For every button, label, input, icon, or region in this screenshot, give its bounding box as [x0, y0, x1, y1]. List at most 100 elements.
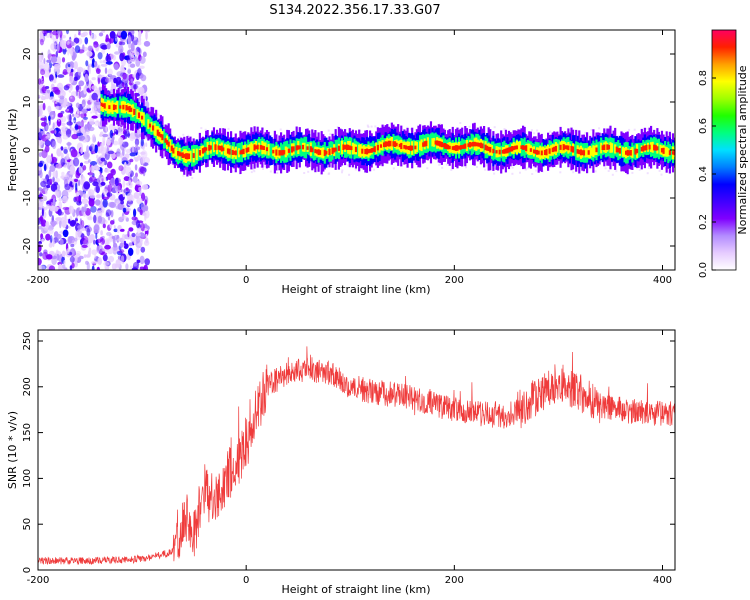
faint-speckle — [526, 167, 529, 170]
ridge-cell — [211, 138, 214, 156]
ridge-cell — [668, 150, 671, 156]
noise-speckle — [95, 166, 101, 171]
faint-speckle — [262, 168, 264, 170]
noise-speckle — [118, 137, 124, 145]
noise-speckle — [121, 215, 128, 220]
noise-speckle — [100, 252, 108, 256]
ridge-cell — [503, 149, 506, 154]
noise-speckle — [118, 45, 124, 54]
noise-speckle — [38, 132, 42, 141]
ridge-cell — [159, 133, 162, 138]
noise-speckle — [125, 148, 133, 154]
ridge-cell — [194, 144, 197, 166]
faint-speckle — [90, 100, 93, 103]
ridge-cell — [201, 148, 205, 154]
noise-speckle — [84, 123, 91, 132]
noise-speckle — [129, 265, 133, 269]
noise-speckle — [104, 67, 108, 74]
ridge-cell — [453, 145, 456, 151]
ridge-cell — [568, 144, 571, 153]
ridge-cell — [486, 145, 489, 151]
ridge-cell — [314, 149, 317, 154]
noise-speckle — [43, 163, 47, 172]
ridge-cell — [184, 153, 187, 159]
snr-plot-area — [38, 330, 675, 570]
ridge-cell — [112, 104, 116, 111]
faint-speckle — [348, 173, 351, 176]
ridge-cell — [534, 149, 537, 154]
ridge-cell — [289, 139, 292, 161]
ridge-cell — [137, 112, 141, 119]
noise-speckle — [83, 181, 91, 190]
ridge-cell — [364, 149, 367, 155]
faint-speckle — [96, 114, 99, 116]
noise-speckle — [63, 259, 66, 266]
faint-speckle — [97, 115, 100, 118]
ridge-cell — [394, 141, 397, 147]
faint-speckle — [252, 168, 255, 171]
noise-speckle — [84, 73, 89, 83]
noise-speckle — [96, 154, 99, 159]
ridge-cell — [436, 140, 439, 146]
noise-speckle — [135, 219, 141, 229]
x-tick-label: -200 — [27, 575, 50, 586]
faint-speckle — [187, 134, 190, 137]
ridge-cell — [139, 111, 142, 122]
colorbar-tick-label: 0.4 — [698, 166, 709, 182]
noise-speckle — [119, 52, 125, 62]
noise-speckle — [140, 74, 147, 82]
spectrogram-axes: -200 0 200 400 -20 -10 0 10 20 — [22, 30, 675, 286]
noise-speckle — [144, 258, 150, 266]
ridge-cell — [348, 145, 351, 150]
noise-speckle — [48, 242, 53, 248]
noise-speckle — [120, 64, 125, 74]
noise-speckle — [57, 74, 65, 78]
x-tick-label: 0 — [243, 275, 249, 286]
noise-speckle — [82, 193, 88, 199]
ridge-cell — [242, 148, 245, 155]
ridge-cell — [331, 147, 334, 154]
noise-speckle — [38, 201, 44, 208]
ridge-cell — [467, 143, 470, 147]
noise-speckle — [122, 207, 127, 213]
ridge-cell — [671, 151, 675, 155]
faint-speckle — [370, 125, 373, 128]
ridge-cell — [539, 146, 542, 160]
ridge-cell — [208, 144, 211, 151]
faint-speckle — [493, 167, 496, 170]
faint-speckle — [231, 170, 234, 173]
noise-speckle — [141, 184, 149, 190]
noise-speckle — [144, 30, 151, 33]
noise-speckle — [89, 176, 97, 183]
ridge-cell — [145, 113, 148, 132]
ridge-cell — [339, 140, 342, 155]
noise-speckle — [121, 141, 129, 148]
noise-speckle — [68, 95, 76, 103]
noise-speckle — [75, 250, 81, 256]
noise-speckle — [100, 157, 106, 162]
noise-speckle — [63, 85, 70, 91]
ridge-cell — [529, 148, 532, 152]
faint-speckle — [607, 170, 610, 172]
noise-speckle — [97, 215, 103, 224]
y-tick-label: -10 — [22, 190, 33, 206]
noise-speckle — [59, 39, 65, 48]
noise-speckle — [136, 180, 143, 186]
noise-speckle — [76, 229, 82, 237]
ridge-cell — [470, 142, 473, 147]
faint-speckle — [114, 129, 117, 132]
ridge-cell — [209, 145, 212, 150]
noise-speckle — [51, 140, 57, 150]
ridge-cell — [315, 149, 319, 154]
ridge-cell — [611, 143, 614, 153]
noise-speckle — [109, 129, 114, 139]
ridge-cell — [280, 150, 283, 156]
noise-speckle — [58, 197, 63, 202]
ridge-cell — [390, 136, 393, 151]
ridge-cell — [403, 145, 406, 149]
noise-speckle — [73, 69, 76, 76]
ridge-cell — [192, 153, 195, 158]
noise-speckle — [106, 161, 113, 169]
noise-speckle — [112, 246, 118, 251]
faint-speckle — [511, 172, 514, 175]
